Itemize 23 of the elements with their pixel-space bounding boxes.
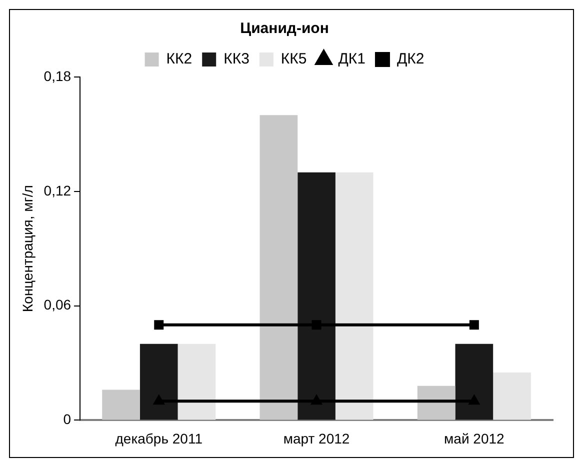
y-tick-label: 0,12 [44,182,72,198]
bar [140,344,178,420]
bar [178,344,216,420]
x-tick-label: май 2012 [444,430,505,446]
y-tick-label: 0,18 [44,68,72,84]
x-tick-label: март 2012 [283,430,350,446]
y-tick-label: 0 [63,411,72,428]
x-tick-label: декабрь 2011 [115,430,203,446]
bar [455,344,494,420]
legend-label: КК3 [224,50,250,68]
bar [260,115,298,420]
y-tick-label: 0,06 [44,296,72,313]
legend-label: ДК2 [396,50,424,68]
y-axis-title: Концентрация, мг/л [19,185,36,312]
legend-label: КК2 [166,50,192,68]
chart-title: Цианид-ион [240,20,329,38]
legend-label: КК5 [280,50,307,68]
bar [417,386,456,420]
bar [493,372,531,420]
bar [102,390,140,420]
bar [298,172,336,420]
legend-label: ДК1 [338,50,366,68]
bar [335,172,374,420]
